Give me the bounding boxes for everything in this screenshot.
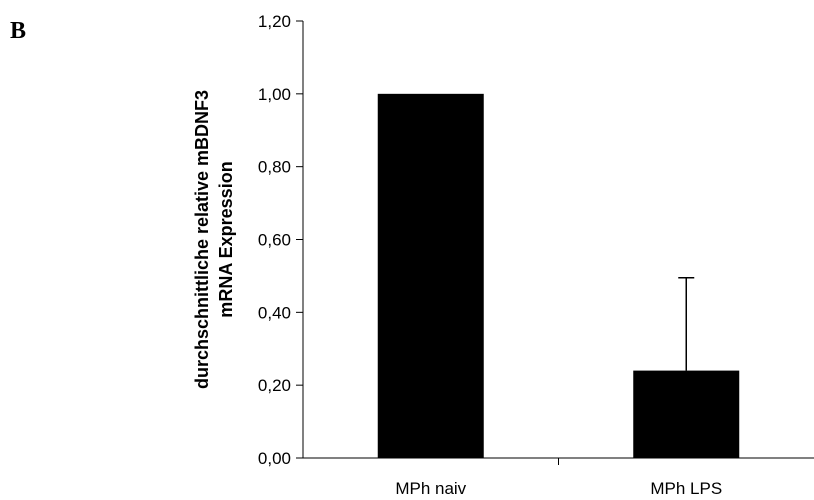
x-category-label: MPh LPS bbox=[650, 479, 722, 498]
y-axis-label-line: mRNA Expression bbox=[216, 161, 236, 317]
y-tick-label: 1,00 bbox=[258, 85, 291, 104]
x-categories: MPh naiv MPh LPS bbox=[395, 479, 722, 498]
y-tick-label: 0,00 bbox=[258, 449, 291, 468]
x-category-label: MPh naiv bbox=[395, 479, 466, 498]
y-tick-label: 0,40 bbox=[258, 303, 291, 322]
bars bbox=[377, 93, 740, 458]
error-bars bbox=[678, 276, 695, 371]
y-tick-label: 0,20 bbox=[258, 376, 291, 395]
y-tick-label: 0,80 bbox=[258, 158, 291, 177]
y-ticks: 0,00 0,20 0,40 0,60 0,80 1,00 1,20 bbox=[258, 12, 559, 468]
y-axis-label: durchschnittliche relative mBDNF3 mRNA Ex… bbox=[192, 90, 236, 389]
y-axis-label-line: durchschnittliche relative mBDNF3 bbox=[192, 90, 212, 389]
panel-letter: B bbox=[10, 18, 27, 44]
bar bbox=[633, 370, 740, 458]
y-tick-label: 0,60 bbox=[258, 231, 291, 250]
bar bbox=[377, 93, 484, 458]
y-tick-label: 1,20 bbox=[258, 12, 291, 31]
